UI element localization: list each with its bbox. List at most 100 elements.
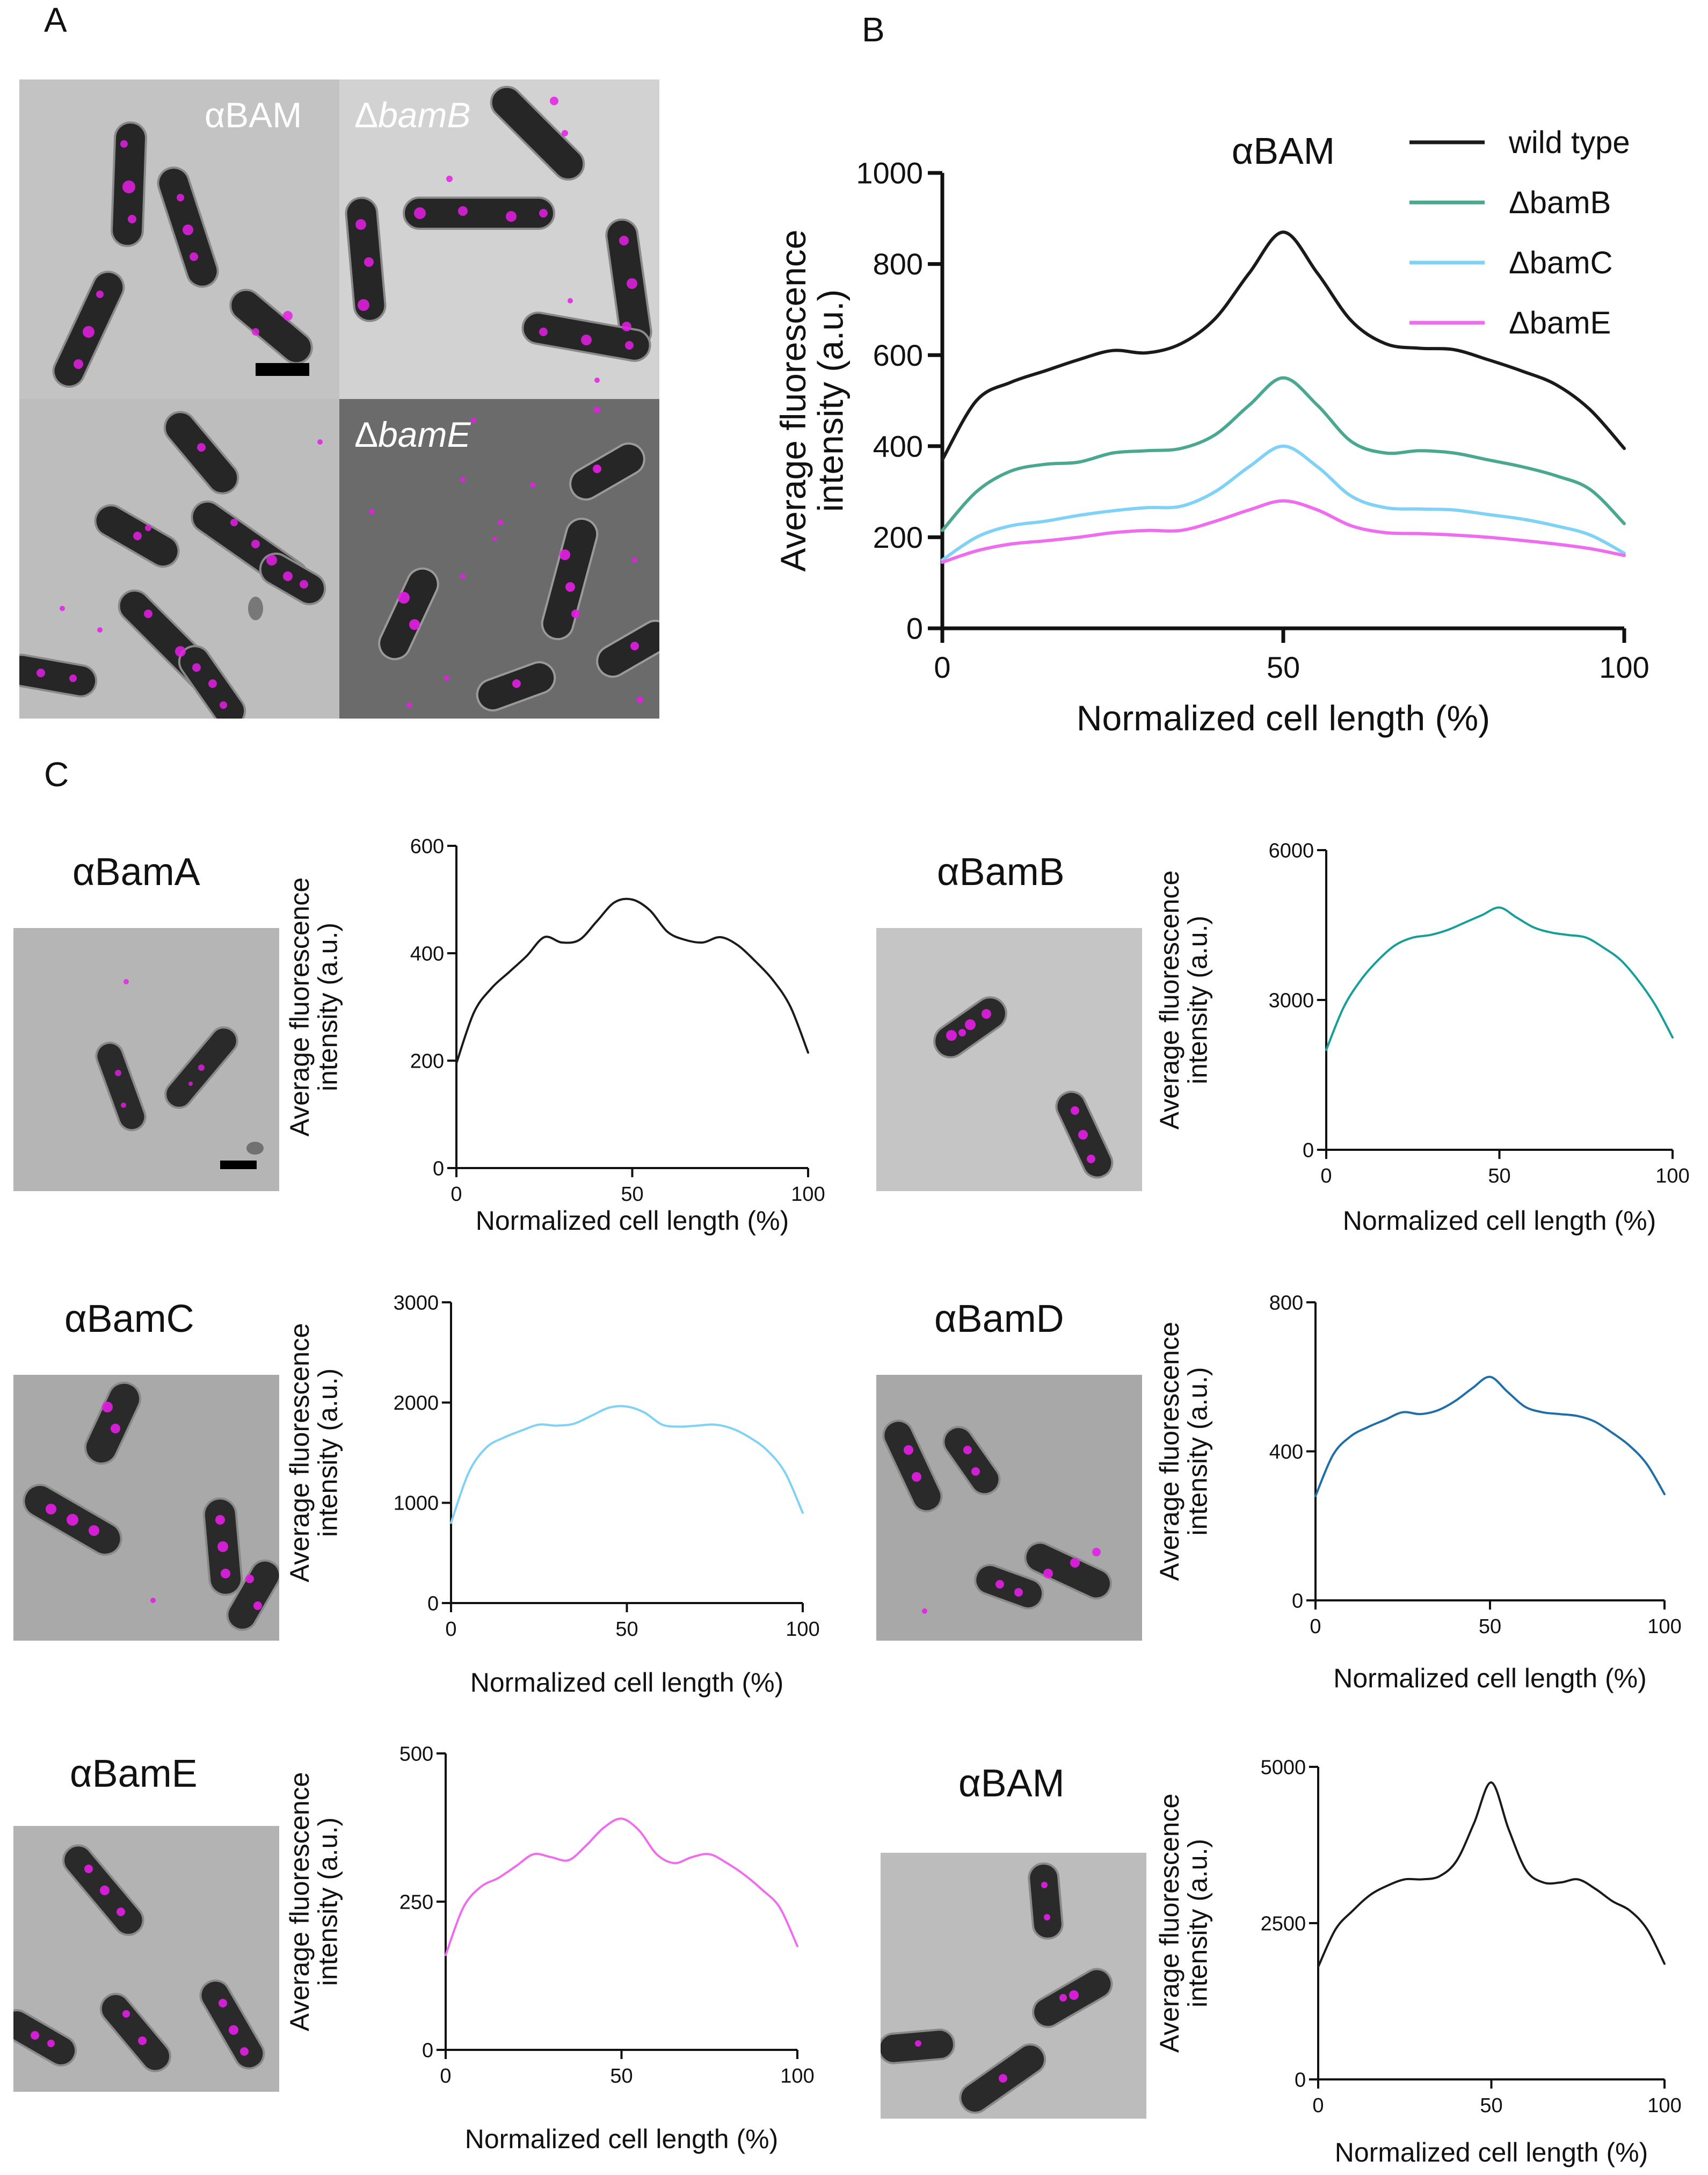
x-axis-label: Normalized cell length (%): [1335, 2137, 1648, 2167]
panel-letter-a: A: [44, 1, 67, 39]
y-tick-label: 2000: [394, 1392, 439, 1415]
legend-label: ΔbamB: [1509, 185, 1611, 220]
y-axis-label: intensity (a.u.): [313, 1817, 343, 1986]
y-tick-label: 6000: [1269, 839, 1314, 862]
y-tick-label: 2500: [1261, 1912, 1306, 1935]
x-tick-label: 50: [1480, 2094, 1502, 2117]
series-line-3: [941, 499, 1626, 564]
label-bamA: αBamA: [72, 851, 200, 894]
micrograph-bamE-c: [13, 1826, 279, 2092]
tile-label-bamB: ΔbamB: [354, 95, 471, 135]
micrograph-bamE: ΔbamE: [339, 399, 659, 719]
y-tick-label: 600: [410, 835, 444, 858]
cells-bamE: [369, 407, 659, 712]
x-tick-label: 50: [1488, 1165, 1510, 1187]
y-tick-label: 5000: [1261, 1756, 1306, 1779]
panel-letter-c: C: [44, 755, 69, 794]
y-axis-label: intensity (a.u.): [1183, 1839, 1213, 2007]
micrograph-bam-c: [881, 1853, 1146, 2119]
y-tick-label: 1000: [394, 1492, 439, 1515]
series-line-1: [941, 376, 1626, 532]
y-tick-label: 0: [427, 1592, 439, 1615]
series-line-0: [1317, 1781, 1666, 1968]
tile-label-bamE-delta: Δ: [354, 415, 379, 454]
series-line-0: [1325, 906, 1674, 1051]
x-axis-label: Normalized cell length (%): [465, 2124, 779, 2154]
y-axis-label: Average fluorescence: [285, 878, 315, 1137]
chart-title: αBAM: [1232, 130, 1335, 172]
x-axis-label: Normalized cell length (%): [470, 1668, 784, 1698]
y-tick-label: 250: [399, 1891, 433, 1913]
series-line-2: [941, 444, 1626, 562]
x-tick-label: 50: [615, 1618, 638, 1641]
y-axis-label: intensity (a.u.): [1183, 916, 1213, 1084]
x-tick-label: 100: [786, 1618, 819, 1641]
y-tick-label: 400: [1269, 1441, 1303, 1463]
chart-b-svg: 0 200 400 600 800 1000 0 50 100 Normalized cell l…: [773, 125, 1649, 738]
micrograph-bamA: [13, 928, 279, 1191]
tile-label-bamB-gene: bamB: [378, 95, 471, 135]
y-axis-label: Average fluorescence: [285, 1772, 315, 2032]
x-tick-label: 0: [934, 650, 950, 684]
y-tick-label: 0: [906, 612, 923, 646]
micrograph-bamB-c: [876, 928, 1142, 1191]
y-tick-label: 800: [873, 247, 923, 281]
x-tick-label: 0: [1320, 1165, 1332, 1187]
chart-bamA: 0 200 400 600 0 50 100 Normalized cell length (…: [285, 830, 875, 1249]
y-axis-label: intensity (a.u.): [313, 923, 343, 1091]
series-line-0: [941, 230, 1626, 462]
scale-bar: [256, 363, 309, 376]
y-axis-label: Average fluorescence: [1154, 1322, 1184, 1581]
x-tick-label: 50: [621, 1183, 643, 1206]
x-tick-label: 50: [1479, 1615, 1501, 1638]
chart-bamD: 0 400 800 0 50 100 Normalized cell length (%) A…: [1149, 1281, 1708, 1705]
y-tick-label: 800: [1269, 1292, 1303, 1314]
label-bamD: αBamD: [934, 1297, 1064, 1340]
series-line-0: [450, 1405, 804, 1524]
tile-label-bamE: ΔbamE: [354, 414, 471, 455]
y-tick-label: 500: [399, 1743, 433, 1765]
x-tick-label: 0: [1310, 1615, 1321, 1638]
y-tick-label: 0: [1303, 1139, 1314, 1162]
legend-label: ΔbamC: [1509, 245, 1612, 280]
y-axis-label: intensity (a.u.): [810, 289, 850, 512]
y-tick-label: 1000: [856, 156, 923, 190]
cells-bamC: [19, 411, 326, 719]
x-tick-label: 50: [610, 2065, 633, 2087]
y-axis-label: intensity (a.u.): [1183, 1367, 1213, 1535]
x-tick-label: 100: [1647, 1615, 1681, 1638]
y-axis-label: Average fluorescence: [1154, 871, 1184, 1130]
x-axis-label: Normalized cell length (%): [476, 1206, 789, 1236]
label-bam: αBAM: [958, 1762, 1065, 1805]
chart-bamE: 0 250 500 0 50 100 Normalized cell length (%) A…: [285, 1737, 875, 2162]
x-tick-label: 100: [1599, 650, 1649, 684]
y-tick-label: 0: [1292, 1590, 1303, 1612]
cells-wild-type: [52, 121, 313, 388]
y-tick-label: 400: [410, 943, 444, 965]
x-tick-label: 0: [450, 1183, 462, 1206]
chart-bam: 0 2500 5000 0 50 100 Normalized cell length (%…: [1149, 1737, 1708, 2175]
y-axis-label: Average fluorescence: [285, 1323, 315, 1583]
x-tick-label: 0: [445, 1618, 456, 1641]
label-bamB: αBamB: [937, 851, 1065, 894]
x-axis-label: Normalized cell length (%): [1333, 1663, 1647, 1693]
legend-label: ΔbamE: [1509, 306, 1611, 340]
y-tick-label: 0: [1295, 2069, 1306, 2091]
series-line-0: [455, 897, 809, 1064]
y-tick-label: 200: [410, 1050, 444, 1072]
series-line-0: [1314, 1375, 1666, 1497]
chart-bamC: 0 1000 2000 3000 0 50 100 Normalized cell lengt…: [285, 1281, 875, 1705]
x-tick-label: 0: [1312, 2094, 1324, 2117]
x-axis-label: Normalized cell length (%): [1343, 1206, 1656, 1236]
micrograph-wild-type: αBAM: [19, 79, 339, 399]
label-bamE: αBamE: [70, 1752, 198, 1795]
y-axis-label: Average fluorescence: [773, 229, 813, 571]
label-bamC: αBamC: [64, 1297, 194, 1340]
legend-label: wild type: [1508, 125, 1630, 160]
micrograph-bamC: [19, 399, 339, 719]
chart-bamB: 0 3000 6000 0 50 100 Normalized cell length (%…: [1149, 830, 1708, 1249]
y-tick-label: 3000: [394, 1292, 439, 1314]
tile-label-bamB-delta: Δ: [354, 95, 379, 135]
x-tick-label: 50: [1267, 650, 1300, 684]
y-tick-label: 0: [422, 2039, 433, 2062]
